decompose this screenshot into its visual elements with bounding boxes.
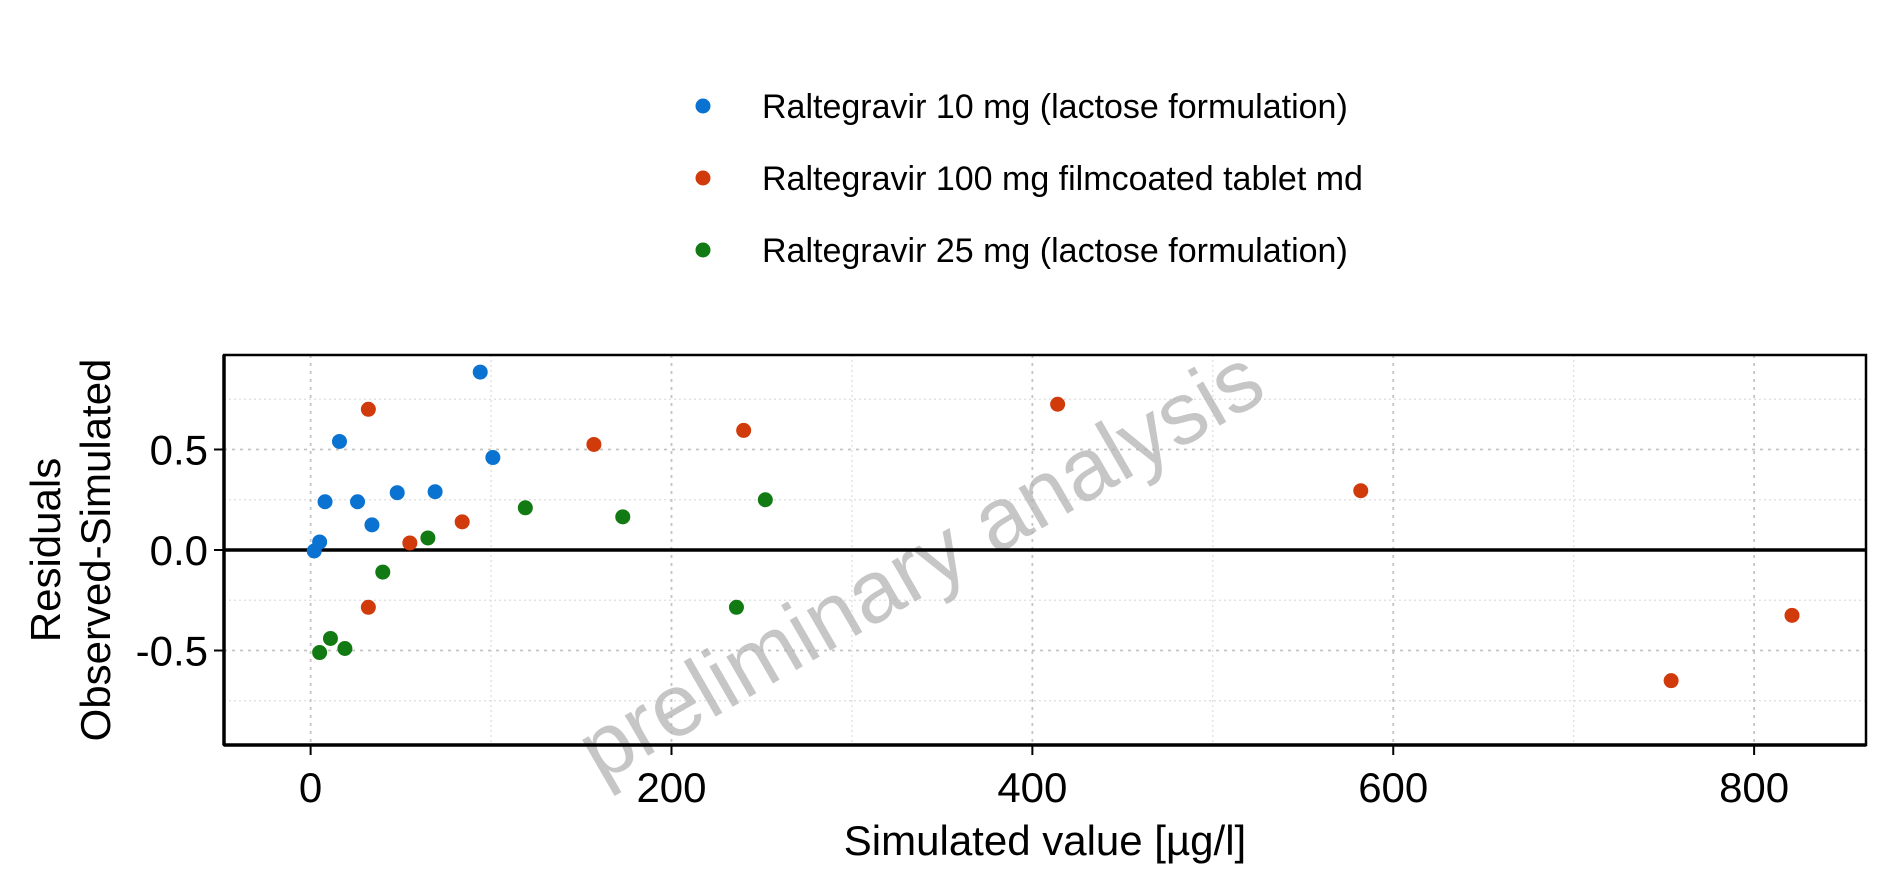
data-point-series-3 [337, 641, 353, 657]
data-point-series-1 [317, 494, 333, 510]
data-point-series-3 [615, 509, 631, 525]
data-point-series-2 [1050, 396, 1066, 412]
y-axis-ticks: -0.5 0.0 0.5 [136, 426, 224, 675]
data-point-series-3 [322, 630, 338, 646]
data-point-series-2 [1663, 673, 1679, 689]
x-axis-title: Simulated value [µg/l] [844, 817, 1246, 864]
x-tick-label: 600 [1358, 764, 1428, 811]
data-point-series-1 [427, 484, 443, 500]
data-point-series-3 [420, 530, 436, 546]
x-tick-label: 200 [636, 764, 706, 811]
legend-marker-series-3 [695, 242, 711, 258]
legend: Raltegravir 10 mg (lactose formulation) R… [695, 88, 1363, 270]
data-point-series-1 [312, 534, 328, 550]
data-point-series-1 [364, 517, 380, 533]
data-point-series-2 [454, 514, 470, 530]
data-point-series-1 [350, 494, 366, 510]
legend-marker-series-2 [695, 170, 711, 186]
data-point-series-1 [485, 450, 501, 466]
y-axis-title-line-2: Observed-Simulated [72, 359, 119, 742]
legend-label-series-3: Raltegravir 25 mg (lactose formulation) [762, 232, 1348, 270]
data-point-series-2 [736, 422, 752, 438]
data-point-series-3 [312, 645, 328, 661]
data-point-series-2 [402, 535, 418, 551]
y-tick-label: 0.0 [150, 527, 208, 574]
data-points [306, 364, 1800, 689]
legend-marker-series-1 [695, 98, 711, 114]
y-axis-title-line-1: Residuals [22, 458, 69, 642]
x-tick-label: 800 [1719, 764, 1789, 811]
data-point-series-1 [331, 433, 347, 449]
data-point-series-2 [1784, 607, 1800, 623]
data-point-series-1 [389, 485, 405, 501]
data-point-series-3 [375, 564, 391, 580]
data-point-series-3 [728, 599, 744, 615]
legend-label-series-2: Raltegravir 100 mg filmcoated tablet md [762, 160, 1363, 198]
data-point-series-3 [757, 492, 773, 508]
y-tick-label: 0.5 [150, 426, 208, 473]
data-point-series-1 [472, 364, 488, 380]
y-tick-label: -0.5 [136, 628, 208, 675]
data-point-series-2 [360, 599, 376, 615]
x-axis-ticks: 0 200 400 600 800 [299, 745, 1789, 811]
data-point-series-3 [517, 500, 533, 516]
x-tick-label: 0 [299, 764, 322, 811]
data-point-series-2 [1353, 483, 1369, 499]
legend-label-series-1: Raltegravir 10 mg (lactose formulation) [762, 88, 1348, 126]
data-point-series-2 [586, 436, 602, 452]
data-point-series-2 [360, 401, 376, 417]
x-tick-label: 400 [997, 764, 1067, 811]
